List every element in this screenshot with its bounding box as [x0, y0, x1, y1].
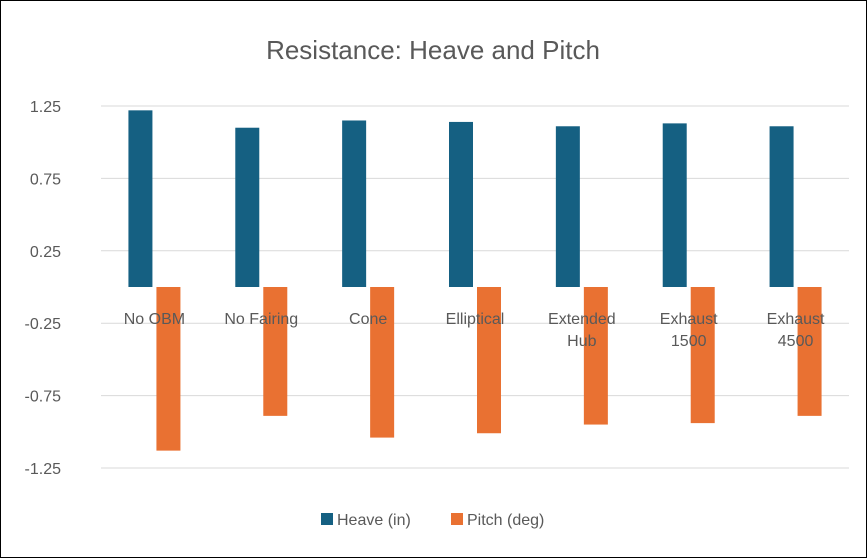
bar-pitch: [370, 287, 395, 438]
y-tick-label: 0.25: [30, 244, 61, 261]
bar-heave: [342, 120, 367, 287]
bar-pitch: [156, 287, 181, 451]
bar-heave: [769, 126, 794, 287]
category-label: Exhaust 1500: [660, 311, 718, 350]
category-label: Elliptical: [446, 311, 505, 328]
bar-pitch: [583, 287, 608, 425]
legend-swatch: [321, 513, 333, 525]
legend: Heave (in) Pitch (deg): [321, 512, 544, 529]
bar-heave: [662, 123, 687, 287]
category-label: Cone: [349, 311, 387, 328]
category-label: No OBM: [124, 311, 185, 328]
bar-heave: [449, 121, 473, 287]
category-label: No Fairing: [224, 311, 298, 328]
chart-title: Resistance: Heave and Pitch: [266, 35, 600, 65]
legend-label: Pitch (deg): [467, 512, 544, 529]
bar-pitch: [797, 287, 822, 416]
bar-pitch: [477, 287, 501, 434]
bar-heave: [128, 110, 153, 288]
gridlines: [101, 105, 849, 469]
y-tick-label: -0.75: [25, 389, 62, 406]
y-tick-label: 0.75: [30, 171, 61, 188]
category-labels: No OBM No Fairing Cone Elliptical Extended Hu…: [124, 311, 825, 350]
y-axis-ticks: 1.25 0.75 0.25 -0.25 -0.75 -1.25: [25, 99, 62, 478]
y-tick-label: 1.25: [30, 99, 61, 116]
y-tick-label: -1.25: [25, 461, 62, 478]
legend-swatch: [451, 513, 463, 525]
bar-heave: [555, 126, 580, 287]
y-tick-label: -0.25: [25, 316, 62, 333]
category-label: Exhaust 4500: [767, 311, 825, 350]
bar-heave: [235, 127, 260, 287]
legend-label: Heave (in): [337, 512, 411, 529]
bars: [128, 110, 822, 451]
category-label: Extended Hub: [548, 311, 616, 350]
bar-pitch: [263, 287, 288, 416]
bar-pitch: [690, 287, 715, 424]
